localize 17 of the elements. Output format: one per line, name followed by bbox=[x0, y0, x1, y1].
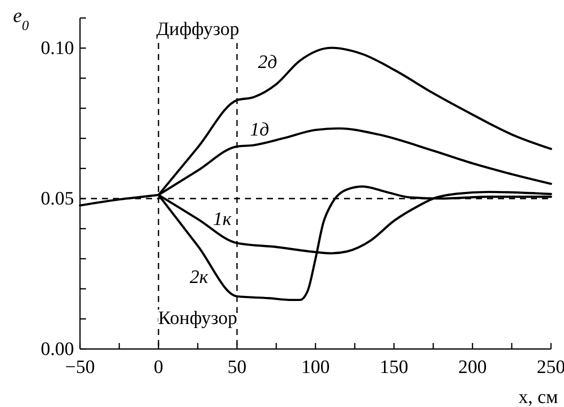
y-tick-label: 0.10 bbox=[40, 38, 74, 60]
series-label: 1д bbox=[250, 119, 270, 140]
x-tick-label: 200 bbox=[458, 357, 487, 378]
y-axis-title: e$_{0}$ bbox=[13, 5, 29, 34]
x-tick-label: −50 bbox=[65, 357, 95, 378]
x-axis-title: x, см bbox=[518, 387, 558, 407]
series-label: 2к bbox=[190, 266, 210, 288]
annotation: Конфузор bbox=[158, 308, 238, 329]
y-tick-label: 0.05 bbox=[40, 188, 74, 210]
x-tick-label: 150 bbox=[380, 357, 408, 378]
x-tick-label: 100 bbox=[301, 357, 330, 378]
x-tick-label: 50 bbox=[228, 357, 246, 378]
annotation: Диффузор bbox=[156, 19, 240, 40]
y-tick-label: 0.00 bbox=[40, 339, 74, 360]
series-label: 1к bbox=[213, 209, 232, 230]
series-label: 2д bbox=[258, 52, 278, 74]
x-tick-label: 0 bbox=[154, 357, 164, 378]
